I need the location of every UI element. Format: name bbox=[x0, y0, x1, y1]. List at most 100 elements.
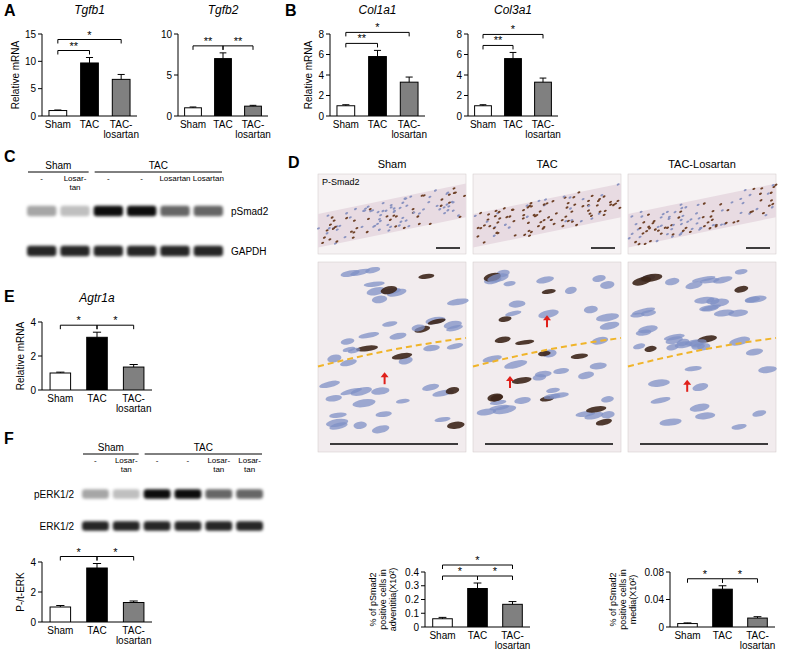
nucleus bbox=[411, 211, 415, 214]
bar bbox=[49, 111, 67, 116]
nucleus bbox=[734, 285, 749, 294]
y-tick bbox=[421, 613, 425, 614]
nucleus bbox=[372, 225, 376, 228]
nucleus bbox=[730, 201, 734, 204]
bar bbox=[50, 373, 71, 390]
nucleus bbox=[376, 210, 380, 213]
x-tick-label: Sham bbox=[470, 119, 496, 130]
nucleus bbox=[630, 215, 634, 218]
significance-bracket: * bbox=[443, 554, 513, 569]
arrow-shaft bbox=[686, 384, 688, 392]
y-tick bbox=[666, 572, 670, 573]
nucleus bbox=[638, 235, 642, 238]
y-tick bbox=[326, 54, 330, 55]
nucleus bbox=[418, 273, 435, 280]
nucleus bbox=[392, 210, 396, 213]
nucleus bbox=[639, 210, 643, 213]
nucleus bbox=[774, 183, 778, 186]
nucleus bbox=[338, 224, 342, 227]
nucleus bbox=[363, 209, 367, 212]
nucleus bbox=[479, 227, 483, 230]
chart-title: Tgfb2 bbox=[208, 3, 239, 17]
nucleus bbox=[492, 226, 496, 229]
error-cap bbox=[540, 78, 547, 79]
text-line: Sham bbox=[333, 119, 359, 130]
nucleus bbox=[512, 220, 516, 223]
nucleus bbox=[664, 277, 680, 287]
nucleus bbox=[555, 212, 559, 215]
nucleus bbox=[701, 216, 705, 219]
scale-bar bbox=[746, 247, 770, 249]
bar bbox=[337, 106, 355, 116]
significance-bracket: * bbox=[723, 568, 758, 583]
bar bbox=[87, 568, 108, 622]
bar bbox=[369, 57, 387, 116]
text-line: TAC bbox=[713, 630, 732, 641]
error-bar bbox=[54, 109, 61, 111]
nucleus bbox=[482, 354, 503, 364]
nucleus bbox=[476, 235, 480, 238]
nucleus bbox=[567, 219, 571, 222]
text-line: - bbox=[156, 456, 159, 465]
arrow-head bbox=[506, 376, 514, 381]
nucleus bbox=[421, 382, 439, 392]
nucleus bbox=[355, 227, 359, 230]
nucleus bbox=[416, 215, 420, 218]
arrow-shaft bbox=[384, 376, 386, 384]
nucleus bbox=[581, 205, 585, 208]
nucleus bbox=[526, 206, 530, 209]
bar bbox=[535, 82, 552, 116]
nucleus bbox=[653, 228, 657, 231]
nucleus bbox=[564, 215, 568, 218]
nucleus bbox=[590, 217, 594, 220]
y-tick-label: 10 bbox=[25, 56, 37, 67]
text-line: Sham bbox=[47, 625, 73, 636]
x-tick-label: Sham bbox=[45, 119, 71, 130]
y-tick-label: 8 bbox=[456, 29, 462, 40]
nucleus bbox=[609, 200, 613, 203]
bar bbox=[185, 108, 202, 116]
nucleus bbox=[380, 285, 398, 296]
nucleus bbox=[679, 233, 683, 236]
nucleus bbox=[657, 229, 661, 232]
y-tick-label: 2 bbox=[318, 90, 324, 101]
y-tick bbox=[326, 95, 330, 96]
nucleus bbox=[353, 421, 367, 430]
error-stem bbox=[409, 77, 410, 82]
nucleus bbox=[597, 199, 601, 202]
nucleus bbox=[644, 345, 657, 353]
y-tick-label: 0.2 bbox=[405, 594, 419, 605]
y-axis-label: Relative mRNA bbox=[303, 41, 314, 110]
significance-bracket: * bbox=[97, 546, 134, 561]
nucleus bbox=[770, 199, 774, 202]
blot-band bbox=[113, 489, 140, 499]
nucleus bbox=[446, 324, 464, 333]
nucleus bbox=[382, 320, 398, 328]
nucleus bbox=[689, 218, 693, 221]
blot-band bbox=[82, 489, 109, 499]
y-tick bbox=[38, 592, 42, 593]
nucleus bbox=[581, 198, 585, 201]
text-line: positive cells in bbox=[618, 569, 628, 630]
y-tick bbox=[38, 88, 42, 89]
bar-chart: 024P-/t-ERKShamTACTAC-losartan** bbox=[15, 546, 152, 647]
significance-bracket: * bbox=[688, 568, 723, 583]
error-bar bbox=[474, 583, 482, 589]
lane-label: - bbox=[40, 174, 43, 183]
nucleus bbox=[321, 241, 325, 244]
nucleus bbox=[751, 210, 755, 213]
nucleus bbox=[603, 209, 607, 212]
nucleus bbox=[425, 315, 446, 325]
error-cap bbox=[220, 52, 227, 53]
text-line: losartan bbox=[495, 640, 531, 651]
text-line: losartan bbox=[391, 129, 427, 140]
nucleus bbox=[485, 220, 489, 223]
error-stem bbox=[543, 78, 544, 82]
bar-chart: 051015Relative mRNATgfb1ShamTACTAC-losar… bbox=[10, 3, 139, 140]
y-tick bbox=[464, 95, 468, 96]
nucleus bbox=[650, 396, 671, 405]
nucleus bbox=[494, 209, 498, 212]
micrograph bbox=[473, 262, 621, 452]
nucleus bbox=[378, 228, 382, 231]
nucleus bbox=[404, 219, 408, 222]
